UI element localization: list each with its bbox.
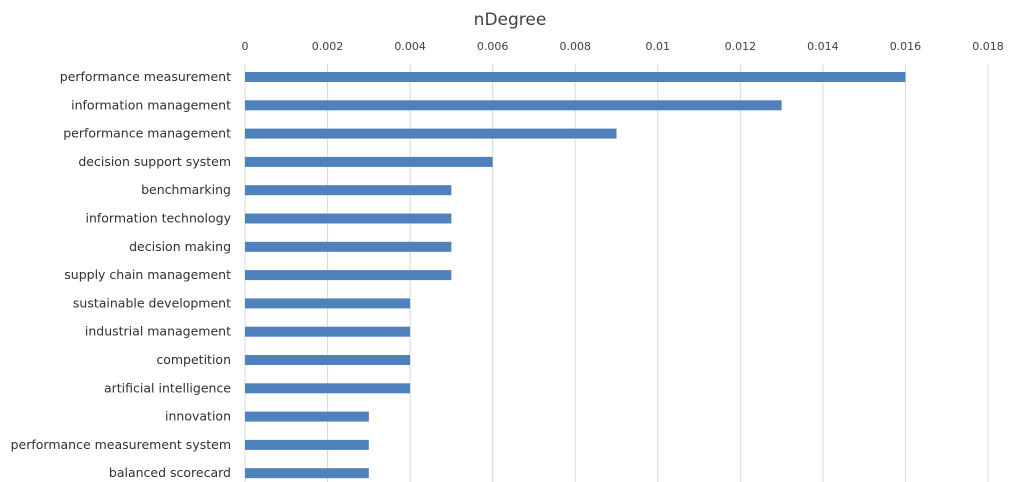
- category-label: artificial intelligence: [104, 380, 231, 395]
- bars: [245, 72, 906, 479]
- bar: [245, 156, 493, 167]
- bar: [245, 241, 452, 252]
- x-tick-label: 0.01: [646, 40, 671, 53]
- x-axis-ticks: 0 0.002 0.004 0.006 0.008 0.01 0.012 0.014 0.016…: [242, 40, 1004, 53]
- x-tick-label: 0.008: [559, 40, 591, 53]
- category-label: innovation: [165, 409, 231, 424]
- category-label: balanced scorecard: [109, 465, 231, 480]
- x-tick-label: 0.002: [312, 40, 344, 53]
- x-tick-label: 0.016: [890, 40, 922, 53]
- bar: [245, 383, 411, 394]
- bar: [245, 270, 452, 281]
- category-label: competition: [156, 352, 231, 367]
- x-tick-label: 0.012: [725, 40, 757, 53]
- bar: [245, 185, 452, 196]
- category-label: benchmarking: [141, 182, 231, 197]
- category-label: decision support system: [78, 154, 231, 169]
- category-label: supply chain management: [64, 267, 231, 282]
- x-tick-label: 0.014: [807, 40, 839, 53]
- category-label: information technology: [85, 211, 231, 226]
- category-label: performance measurement system: [11, 437, 231, 452]
- category-label: performance management: [63, 126, 231, 141]
- bar: [245, 100, 782, 111]
- x-tick-label: 0.006: [477, 40, 509, 53]
- chart-title: nDegree: [474, 10, 547, 30]
- bar: [245, 468, 369, 479]
- category-labels: performance measurement information manag…: [11, 69, 232, 480]
- x-tick-label: 0.018: [972, 40, 1004, 53]
- category-label: industrial management: [85, 324, 231, 339]
- bar: [245, 298, 411, 309]
- category-label: decision making: [129, 239, 231, 254]
- bar: [245, 213, 452, 224]
- bar: [245, 72, 906, 82]
- x-tick-label: 0.004: [394, 40, 426, 53]
- bar: [245, 439, 369, 450]
- category-label: performance measurement: [60, 69, 231, 84]
- bar: [245, 128, 617, 139]
- bar: [245, 411, 369, 422]
- x-tick-label: 0: [242, 40, 249, 53]
- category-label: information management: [71, 97, 231, 112]
- bar: [245, 355, 411, 365]
- category-label: sustainable development: [73, 295, 231, 310]
- bar: [245, 326, 411, 337]
